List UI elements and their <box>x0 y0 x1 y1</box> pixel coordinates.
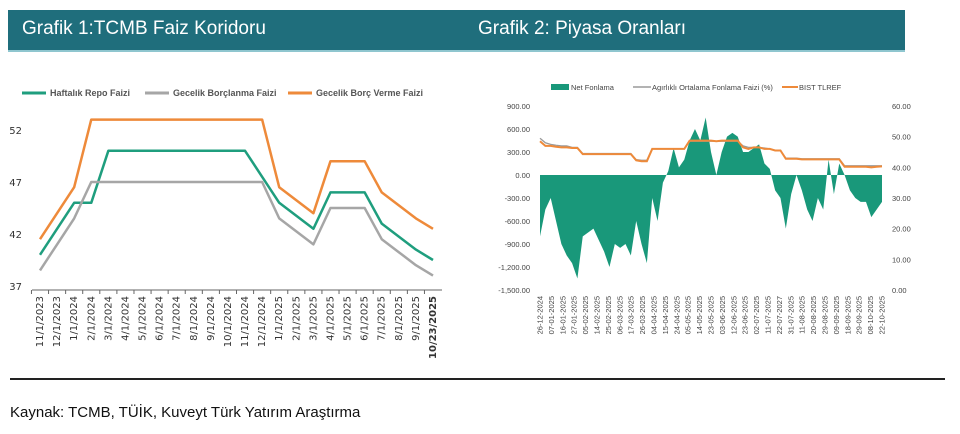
left-y-tick-label: 300.00 <box>507 148 530 157</box>
left-y-tick-label: -300.00 <box>505 194 530 203</box>
series-line <box>38 149 434 262</box>
right-y-tick-label: 20.00 <box>892 225 911 234</box>
x-tick-label: 14-02-2025 <box>593 296 602 334</box>
x-tick-label: 6/1/2024 <box>155 296 166 341</box>
x-tick-label: 05-05-2025 <box>684 296 693 334</box>
x-tick-label: 31-07-2025 <box>786 296 795 334</box>
x-tick-label: 11/1/2023 <box>35 296 46 347</box>
x-tick-label: 03-06-2025 <box>718 296 727 334</box>
x-tick-label: 7/1/2025 <box>377 296 388 341</box>
x-tick-label: 20-08-2025 <box>809 296 818 334</box>
chart2-title: Grafik 2: Piyasa Oranları <box>478 18 687 39</box>
x-tick-label: 26-03-2025 <box>638 296 647 334</box>
right-y-tick-label: 30.00 <box>892 194 911 203</box>
x-tick-label: 02-07-2025 <box>752 296 761 334</box>
chart1-title: Grafik 1:TCMB Faiz Koridoru <box>22 18 266 39</box>
x-tick-label: 5/1/2025 <box>343 296 354 341</box>
header-bar: Grafik 1:TCMB Faiz Koridoru Grafik 2: Pi… <box>8 10 905 52</box>
x-tick-label: 8/1/2024 <box>189 296 200 341</box>
x-tick-label: 12/1/2023 <box>52 296 63 347</box>
x-tick-label: 9/1/2024 <box>206 296 217 341</box>
left-y-tick-label: -900.00 <box>505 240 530 249</box>
legend-label: Agırlıklı Ortalama Fonlama Faizi (%) <box>652 83 773 92</box>
right-y-tick-label: 60.00 <box>892 102 911 111</box>
left-y-tick-label: -600.00 <box>505 217 530 226</box>
series-line <box>38 180 434 277</box>
x-tick-label: 16-01-2025 <box>558 296 567 334</box>
legend-label: Haftalık Repo Faizi <box>50 88 130 98</box>
x-tick-label: 2/1/2024 <box>86 296 97 341</box>
x-tick-label: 24-04-2025 <box>672 296 681 334</box>
x-tick-label: 18-09-2025 <box>843 296 852 334</box>
left-y-tick-label: 0.00 <box>515 171 530 180</box>
x-tick-label: 4/1/2025 <box>325 296 336 341</box>
x-tick-label: 1/1/2024 <box>69 296 80 341</box>
x-tick-label: 3/1/2024 <box>103 296 114 341</box>
x-tick-label: 2/1/2025 <box>291 296 302 341</box>
legend-label: BIST TLREF <box>799 83 842 92</box>
chart1-faiz-koridoru: Haftalık Repo Faizi Gecelik Borçlanma Fai… <box>9 88 442 359</box>
legend-label: Gecelik Borç Verme Faizi <box>316 88 423 98</box>
x-tick-label: 06-03-2025 <box>615 296 624 334</box>
x-tick-label: 25-02-2025 <box>604 296 613 334</box>
x-tick-label: 29-08-2025 <box>821 296 830 334</box>
right-y-tick-label: 0.00 <box>892 286 907 295</box>
x-tick-label: 8/1/2025 <box>394 296 405 341</box>
legend-label: Gecelik Borçlanma Faizi <box>173 88 277 98</box>
series-line <box>38 118 434 240</box>
left-y-tick-label: 600.00 <box>507 125 530 134</box>
x-tick-label: 4/1/2024 <box>120 296 131 341</box>
x-tick-label: 04-04-2025 <box>650 296 659 334</box>
x-tick-label: 14-05-2025 <box>695 296 704 334</box>
x-tick-label: 1/1/2025 <box>274 296 285 341</box>
x-tick-label: 9/1/2025 <box>411 296 422 341</box>
x-tick-label: 11/1/2024 <box>240 296 251 347</box>
x-tick-label: 11-07-2025 <box>764 296 773 334</box>
right-y-tick-label: 50.00 <box>892 133 911 142</box>
y-tick-label: 37 <box>9 282 22 293</box>
left-y-tick-label: -1,200.00 <box>498 263 530 272</box>
y-tick-label: 47 <box>9 178 22 189</box>
x-tick-label: 22-07-2027 <box>775 296 784 334</box>
x-tick-label: 08-10-2025 <box>866 296 875 334</box>
x-tick-label: 6/1/2025 <box>360 296 371 341</box>
x-tick-label: 23-06-2025 <box>741 296 750 334</box>
right-y-tick-label: 10.00 <box>892 255 911 264</box>
x-tick-label: 17-03-2025 <box>627 296 636 334</box>
y-tick-label: 42 <box>9 230 22 241</box>
right-y-tick-label: 40.00 <box>892 163 911 172</box>
x-tick-label: 12-06-2025 <box>729 296 738 334</box>
x-tick-label: 5/1/2024 <box>138 296 149 341</box>
x-tick-label: 29-09-2025 <box>855 296 864 334</box>
x-tick-label: 26-12-2024 <box>536 296 545 334</box>
x-tick-label: 05-02-2025 <box>581 296 590 334</box>
net-fonlama-area <box>540 117 882 279</box>
x-tick-label: 15-04-2025 <box>661 296 670 334</box>
x-tick-label: 11-08-2025 <box>798 296 807 334</box>
left-y-tick-label: -1,500.00 <box>498 286 530 295</box>
chart2-piyasa-oranlari: Net Fonlama Agırlıklı Ortalama Fonlama Fa… <box>498 83 911 334</box>
x-tick-label: 3/1/2025 <box>308 296 319 341</box>
series-line <box>539 139 883 169</box>
x-tick-label: 27-01-2025 <box>570 296 579 334</box>
x-tick-label: 10/1/2024 <box>223 296 234 347</box>
left-y-tick-label: 900.00 <box>507 102 530 111</box>
legend-label: Net Fonlama <box>571 83 615 92</box>
divider <box>10 378 945 380</box>
x-tick-label: 09-09-2025 <box>832 296 841 334</box>
x-tick-label: 10/23/2025 <box>428 296 439 359</box>
x-tick-label: 7/1/2024 <box>172 296 183 341</box>
x-tick-label: 07-01-2025 <box>547 296 556 334</box>
legend-swatch <box>551 84 569 90</box>
source-note: Kaynak: TCMB, TÜİK, Kuveyt Türk Yatırım … <box>10 404 361 421</box>
x-tick-label: 12/1/2024 <box>257 296 268 347</box>
x-tick-label: 22-10-2025 <box>878 296 887 334</box>
x-tick-label: 23-05-2025 <box>707 296 716 334</box>
y-tick-label: 52 <box>9 126 22 137</box>
